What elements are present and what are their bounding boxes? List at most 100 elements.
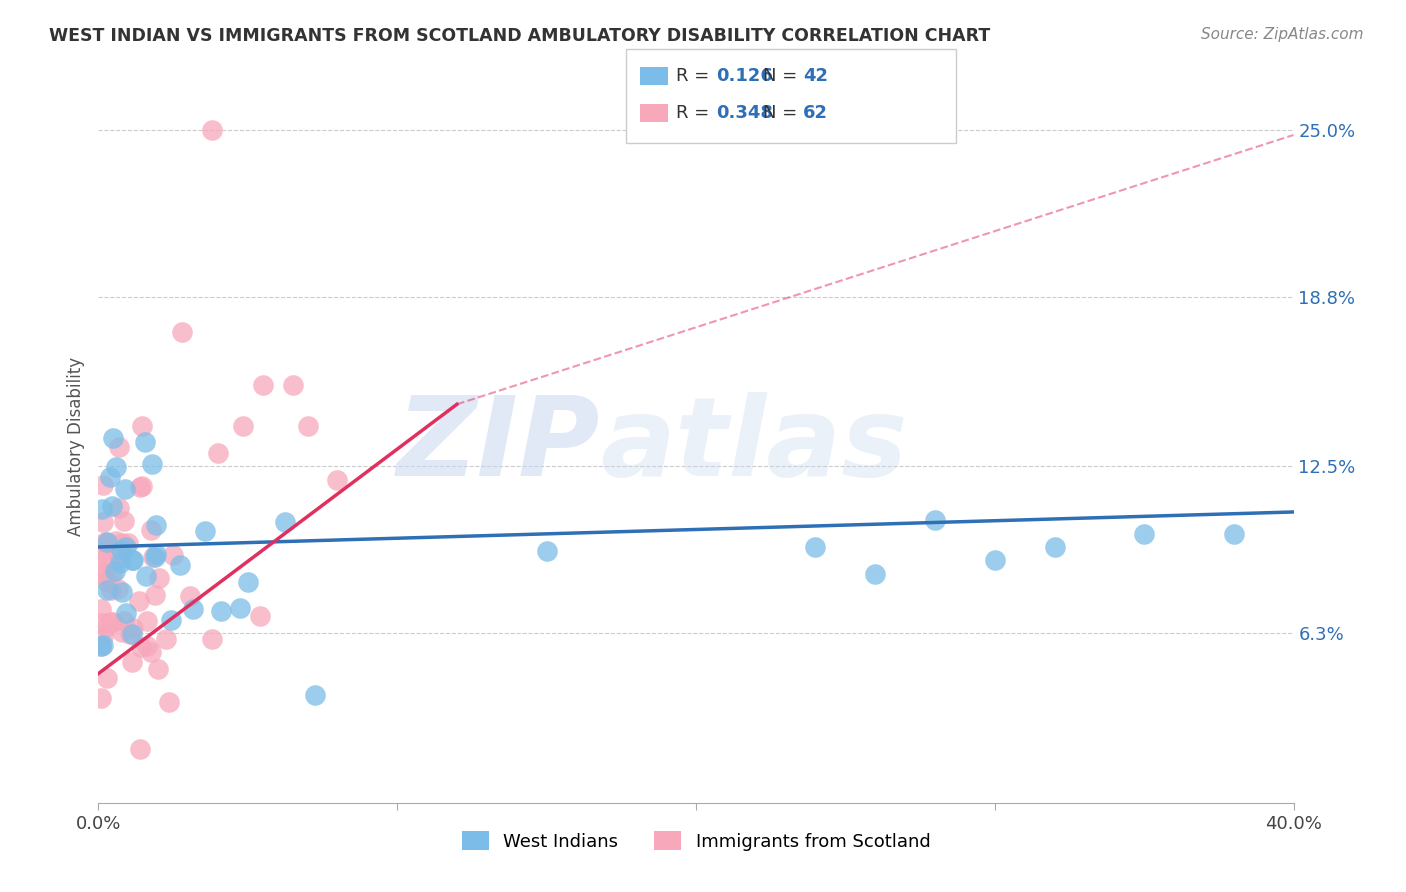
Legend: West Indians, Immigrants from Scotland: West Indians, Immigrants from Scotland [454,824,938,858]
Point [98,470,121,484]
Point [108,500,131,515]
Point [101,431,124,445]
Point [157,696,180,710]
Point [108,557,131,571]
Point [122,553,145,567]
Point [114,540,136,554]
Point [207,446,229,460]
Point [1133,526,1156,541]
Point [114,482,136,496]
Point [804,540,827,554]
Point [90,639,112,653]
Point [129,640,152,654]
Point [104,564,127,578]
Text: ZIP: ZIP [396,392,600,500]
Point [1043,540,1066,554]
Y-axis label: Ambulatory Disability: Ambulatory Disability [66,357,84,535]
Point [111,536,134,550]
Point [112,514,135,528]
Point [103,615,125,629]
Point [121,655,143,669]
Text: Source: ZipAtlas.com: Source: ZipAtlas.com [1201,27,1364,42]
Point [91,629,114,643]
Point [101,566,124,581]
Point [101,499,124,513]
Point [297,418,319,433]
Text: N =: N = [763,104,803,122]
Point [281,378,304,392]
Point [209,604,232,618]
Text: 0.126: 0.126 [716,67,772,85]
Text: 62: 62 [803,104,828,122]
Point [131,418,153,433]
Point [136,615,159,629]
Point [107,582,129,596]
Point [143,588,166,602]
Point [128,594,150,608]
Point [865,566,887,581]
Point [201,632,224,646]
Point [110,550,132,565]
Point [121,627,143,641]
Point [91,639,114,653]
Point [135,569,157,583]
Point [143,549,166,564]
Point [304,688,326,702]
Point [96,535,118,549]
Point [105,460,128,475]
Point [141,457,163,471]
Point [139,523,162,537]
Point [90,639,112,653]
Point [145,517,167,532]
Point [160,613,183,627]
Point [169,558,191,573]
Point [148,663,170,677]
Point [96,620,118,634]
Point [118,627,141,641]
Point [536,543,558,558]
Point [94,535,117,549]
Text: WEST INDIAN VS IMMIGRANTS FROM SCOTLAND AMBULATORY DISABILITY CORRELATION CHART: WEST INDIAN VS IMMIGRANTS FROM SCOTLAND … [49,27,990,45]
Point [90,691,112,706]
Point [249,608,271,623]
Text: R =: R = [676,67,716,85]
Point [238,574,260,589]
Point [155,632,177,646]
Point [91,565,114,579]
Point [252,378,274,392]
Point [96,536,118,550]
Point [121,553,143,567]
Point [91,501,114,516]
Point [141,644,163,658]
Point [100,582,122,597]
Point [162,548,184,562]
Point [98,615,121,629]
Point [172,325,194,339]
Point [231,418,253,433]
Point [181,602,204,616]
Point [90,615,112,630]
Point [326,473,349,487]
Point [111,625,134,640]
Point [129,742,152,756]
Point [128,480,150,494]
Point [924,513,946,527]
Point [274,515,297,529]
Text: 42: 42 [803,67,828,85]
Point [1223,526,1246,541]
Point [94,547,117,561]
Point [107,546,129,560]
Point [142,549,165,564]
Point [134,434,156,449]
Text: R =: R = [676,104,716,122]
Point [90,602,112,616]
Point [104,534,127,549]
Text: atlas: atlas [600,392,908,500]
Point [136,639,159,653]
Point [121,621,143,635]
Point [179,589,201,603]
Point [984,553,1007,567]
Point [111,584,134,599]
Point [194,524,217,538]
Point [108,441,131,455]
